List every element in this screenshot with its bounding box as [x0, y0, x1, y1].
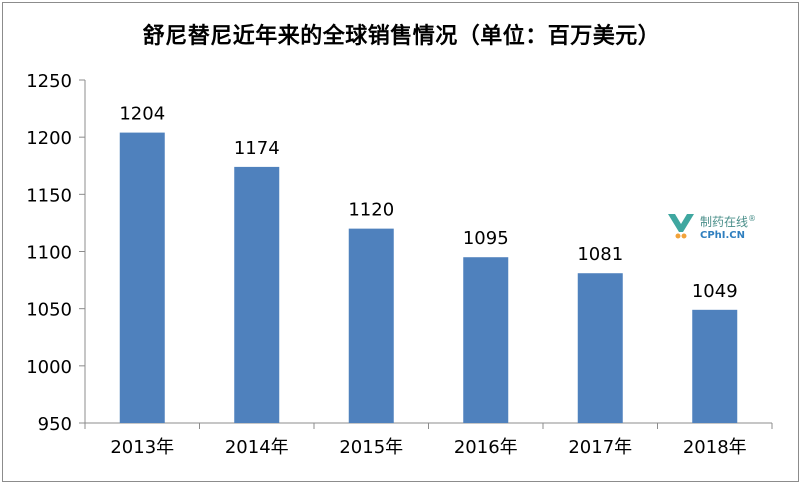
- y-tick-label: 1100: [26, 243, 72, 264]
- data-label: 1081: [577, 244, 623, 265]
- chart-title: 舒尼替尼近年来的全球销售情况（单位：百万美元）: [142, 24, 661, 49]
- x-tick-label: 2013年: [110, 437, 174, 458]
- bar: [348, 228, 394, 423]
- watermark-en-text: CPhI.CN: [700, 230, 746, 241]
- x-tick-label: 2017年: [568, 437, 632, 458]
- x-tick-label: 2018年: [683, 437, 747, 458]
- data-label: 1095: [463, 228, 509, 249]
- cphi-logo-icon: [668, 214, 694, 239]
- y-tick-label: 1150: [26, 185, 72, 206]
- watermark-cn-text: 制药在线®: [700, 214, 757, 229]
- bar: [234, 166, 280, 424]
- y-tick-label: 1250: [26, 71, 72, 92]
- y-tick-label: 1050: [26, 300, 72, 321]
- data-label: 1204: [119, 104, 165, 125]
- data-label: 1049: [692, 281, 738, 302]
- x-tick-label: 2014年: [225, 437, 289, 458]
- y-tick-label: 950: [38, 414, 72, 435]
- bar: [463, 257, 509, 423]
- y-tick-label: 1200: [26, 128, 72, 149]
- bar: [119, 132, 165, 424]
- y-tick-label: 1000: [26, 357, 72, 378]
- x-tick-label: 2015年: [339, 437, 403, 458]
- bar: [692, 309, 738, 423]
- data-label: 1120: [348, 200, 394, 221]
- x-tick-label: 2016年: [454, 437, 518, 458]
- data-label: 1174: [234, 138, 280, 159]
- cphi-watermark: 制药在线® CPhI.CN: [666, 208, 776, 244]
- bar: [577, 273, 623, 423]
